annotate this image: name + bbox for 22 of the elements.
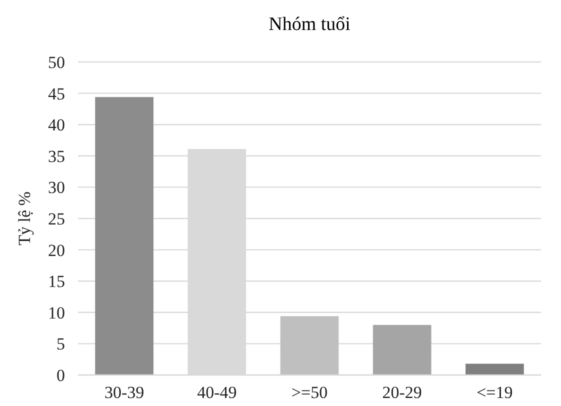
y-tick-label: 35: [48, 146, 65, 166]
y-axis-title: Tỷ lệ %: [15, 192, 34, 246]
y-tick-label: 45: [48, 84, 65, 104]
y-tick-label: 50: [48, 52, 65, 72]
y-tick-label: 30: [48, 178, 65, 198]
x-tick-label: >=50: [291, 383, 328, 402]
x-tick-label: 40-49: [197, 383, 237, 402]
y-tick-label: 10: [48, 303, 65, 322]
y-tick-label: 5: [56, 334, 65, 354]
x-tick-label: 30-39: [104, 383, 144, 402]
bar: [280, 316, 339, 375]
y-tick-label: 20: [48, 240, 65, 260]
chart-title: Nhóm tuổi: [268, 14, 350, 35]
y-tick-label: 0: [56, 366, 65, 385]
y-tick-label: 25: [48, 209, 65, 228]
x-tick-label: <=19: [476, 383, 513, 402]
x-tick-label: 20-29: [382, 383, 422, 402]
bar: [372, 324, 432, 375]
bar: [466, 364, 524, 375]
y-tick-label: 40: [48, 116, 65, 135]
y-tick-label: 15: [48, 272, 65, 292]
bar: [95, 97, 154, 375]
